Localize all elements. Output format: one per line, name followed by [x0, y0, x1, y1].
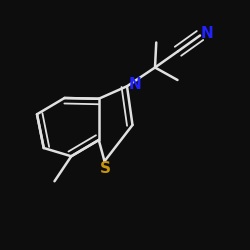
Text: S: S — [100, 161, 111, 176]
Text: N: N — [128, 77, 141, 92]
Text: N: N — [201, 26, 213, 41]
